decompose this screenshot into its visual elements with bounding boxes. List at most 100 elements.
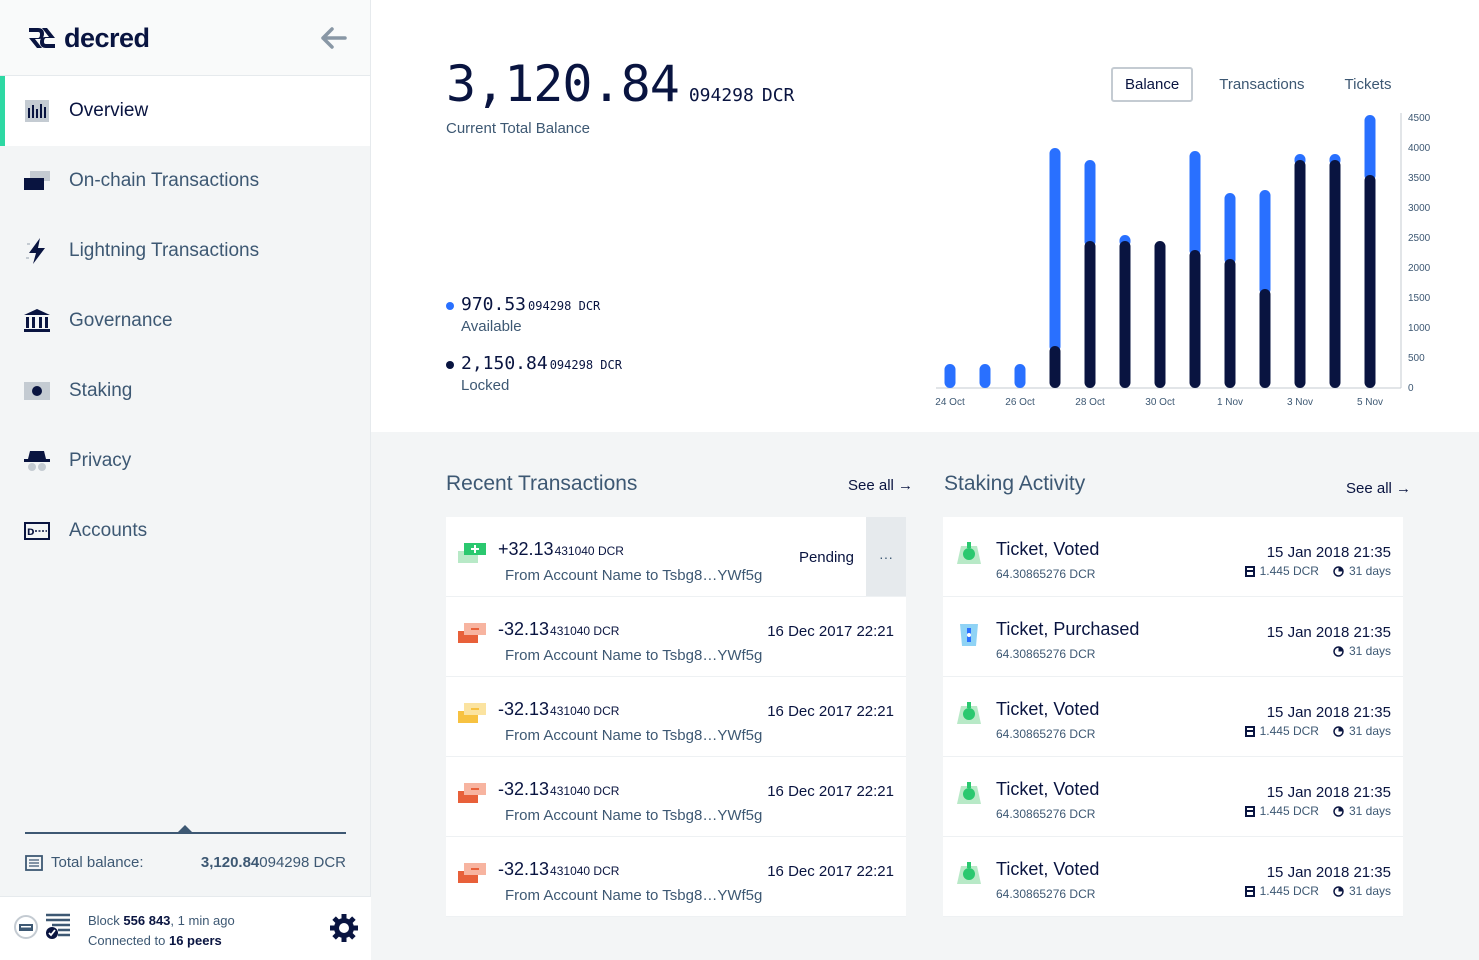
ticket-status: Ticket, Purchased xyxy=(996,619,1140,639)
available-dot xyxy=(446,302,454,310)
recent-see-all-link[interactable]: See all → xyxy=(848,477,914,494)
reward: 1.445 DCR xyxy=(1244,804,1319,818)
reward-icon xyxy=(1244,725,1255,737)
clock-icon xyxy=(1333,725,1344,737)
bar-available xyxy=(1189,151,1201,256)
chart-tabs: Balance Transactions Tickets xyxy=(1111,67,1417,102)
ticket-status: Ticket, Voted xyxy=(996,539,1100,559)
onchain-transactions-icon xyxy=(24,168,50,194)
ticket-amount: 64.30865276 DCR xyxy=(996,647,1096,661)
transaction-amount: -32.13 431040 DCR xyxy=(498,699,620,719)
available-amount: 970.53 094298 DCR xyxy=(461,294,601,315)
x-tick-label: 5 Nov xyxy=(1357,397,1383,408)
y-tick-label: 4500 xyxy=(1408,113,1431,124)
ticket-voted-icon xyxy=(957,542,981,564)
transaction-row[interactable]: -32.13 431040 DCR From Account Name to Ts… xyxy=(446,757,906,837)
staking-row[interactable]: Ticket, Purchased 64.30865276 DCR 15 Jan… xyxy=(943,597,1403,677)
reward: 1.445 DCR xyxy=(1244,884,1319,898)
y-tick-label: 1000 xyxy=(1408,323,1431,334)
tab-balance[interactable]: Balance xyxy=(1111,67,1194,102)
staking-row[interactable]: Ticket, Voted 64.30865276 DCR 15 Jan 201… xyxy=(943,837,1403,917)
reward-icon xyxy=(1244,805,1255,817)
transaction-description: From Account Name to Tsbg8…YWf5g xyxy=(505,887,763,904)
transaction-row[interactable]: -32.13 431040 DCR From Account Name to Ts… xyxy=(446,677,906,757)
lightning-icon xyxy=(24,238,50,264)
arrow-left-icon xyxy=(321,27,347,49)
y-tick-label: 2500 xyxy=(1408,233,1431,244)
wallet-icon xyxy=(25,854,43,871)
ticket-amount: 64.30865276 DCR xyxy=(996,567,1096,581)
ticket-date: 15 Jan 2018 21:35 xyxy=(1266,784,1391,801)
x-tick-label: 1 Nov xyxy=(1217,397,1243,408)
transaction-status: Pending xyxy=(798,549,854,566)
sidebar-item-staking[interactable]: Staking xyxy=(0,356,370,426)
logo-text: decred xyxy=(64,22,150,53)
clock-icon xyxy=(1333,645,1344,657)
sidebar-item-onchain-transactions[interactable]: On-chain Transactions xyxy=(0,146,370,216)
status-bar: Block 556 843, 1 min ago Connected to 16… xyxy=(0,896,371,960)
staking-row[interactable]: Ticket, Voted 64.30865276 DCR 15 Jan 201… xyxy=(943,517,1403,597)
staking-activity-title: Staking Activity xyxy=(944,472,1086,495)
governance-icon xyxy=(24,308,50,334)
privacy-icon xyxy=(24,448,50,474)
transaction-description: From Account Name to Tsbg8…YWf5g xyxy=(505,727,763,744)
staking-row[interactable]: Ticket, Voted 64.30865276 DCR 15 Jan 201… xyxy=(943,677,1403,757)
x-tick-label: 28 Oct xyxy=(1075,397,1105,408)
sent-transaction-icon xyxy=(458,623,486,643)
sidebar-item-lightning-transactions[interactable]: Lightning Transactions xyxy=(0,216,370,286)
tab-tickets[interactable]: Tickets xyxy=(1344,76,1392,93)
ticket-meta: 1.445 DCR 31 days xyxy=(1244,804,1391,818)
sidebar-item-overview[interactable]: Overview xyxy=(0,76,370,146)
total-balance-value: 3,120.84094298 DCR xyxy=(200,854,346,871)
ticket-voted-icon xyxy=(957,862,981,884)
staking-activity-list: Ticket, Voted 64.30865276 DCR 15 Jan 201… xyxy=(943,517,1403,917)
transaction-amount: -32.13 431040 DCR xyxy=(498,619,620,639)
ticket-date: 15 Jan 2018 21:35 xyxy=(1266,864,1391,881)
reward-icon xyxy=(1244,565,1255,577)
sidebar-item-governance[interactable]: Governance xyxy=(0,286,370,356)
y-tick-label: 4000 xyxy=(1408,143,1431,154)
x-tick-label: 3 Nov xyxy=(1287,397,1313,408)
collapse-sidebar-button[interactable] xyxy=(316,22,350,54)
more-options-button[interactable]: ··· xyxy=(866,517,906,596)
network-icon xyxy=(14,915,38,939)
transaction-row[interactable]: +32.13 431040 DCR From Account Name to Ts… xyxy=(446,517,906,597)
x-tick-label: 24 Oct xyxy=(935,397,965,408)
staking-row[interactable]: Ticket, Voted 64.30865276 DCR 15 Jan 201… xyxy=(943,757,1403,837)
sidebar-nav: Overview On-chain Transactions Lightning… xyxy=(0,76,370,566)
locked-legend: 2,150.84 094298 DCR Locked xyxy=(446,353,622,394)
sidebar-item-privacy[interactable]: Privacy xyxy=(0,426,370,496)
bar-locked xyxy=(1084,241,1096,388)
gear-icon[interactable] xyxy=(330,914,358,942)
y-tick-label: 1500 xyxy=(1408,293,1431,304)
clock-icon xyxy=(1333,805,1344,817)
transaction-date: 16 Dec 2017 22:21 xyxy=(767,863,894,880)
transaction-description: From Account Name to Tsbg8…YWf5g xyxy=(505,647,763,664)
balance-divider[interactable] xyxy=(25,825,346,834)
y-tick-label: 0 xyxy=(1408,383,1414,394)
balance-unit: DCR xyxy=(761,85,795,106)
ticket-date: 15 Jan 2018 21:35 xyxy=(1266,544,1391,561)
y-tick-label: 3500 xyxy=(1408,173,1431,184)
sidebar-item-accounts[interactable]: D Accounts xyxy=(0,496,370,566)
accounts-icon: D xyxy=(24,518,50,544)
total-balance-label: Total balance: xyxy=(51,854,144,871)
transaction-row[interactable]: -32.13 431040 DCR From Account Name to Ts… xyxy=(446,837,906,917)
transaction-date: 16 Dec 2017 22:21 xyxy=(767,703,894,720)
ticket-amount: 64.30865276 DCR xyxy=(996,807,1096,821)
y-tick-label: 3000 xyxy=(1408,203,1431,214)
transaction-row[interactable]: -32.13 431040 DCR From Account Name to Ts… xyxy=(446,597,906,677)
balance-label: Current Total Balance xyxy=(446,120,590,137)
transaction-amount: +32.13 431040 DCR xyxy=(498,539,624,559)
sidebar-item-label: Privacy xyxy=(69,450,132,471)
overview-top: 3,120.84 094298 DCR Current Total Balanc… xyxy=(371,0,1479,432)
bar-locked xyxy=(1119,241,1131,388)
bar-locked xyxy=(1329,160,1341,388)
bar-locked xyxy=(1189,250,1201,388)
bar-available xyxy=(1224,193,1236,265)
duration: 31 days xyxy=(1333,644,1391,658)
locked-label: Locked xyxy=(461,377,510,394)
staking-see-all-link[interactable]: See all → xyxy=(1346,480,1412,497)
tab-transactions[interactable]: Transactions xyxy=(1219,76,1305,93)
reward: 1.445 DCR xyxy=(1244,564,1319,578)
